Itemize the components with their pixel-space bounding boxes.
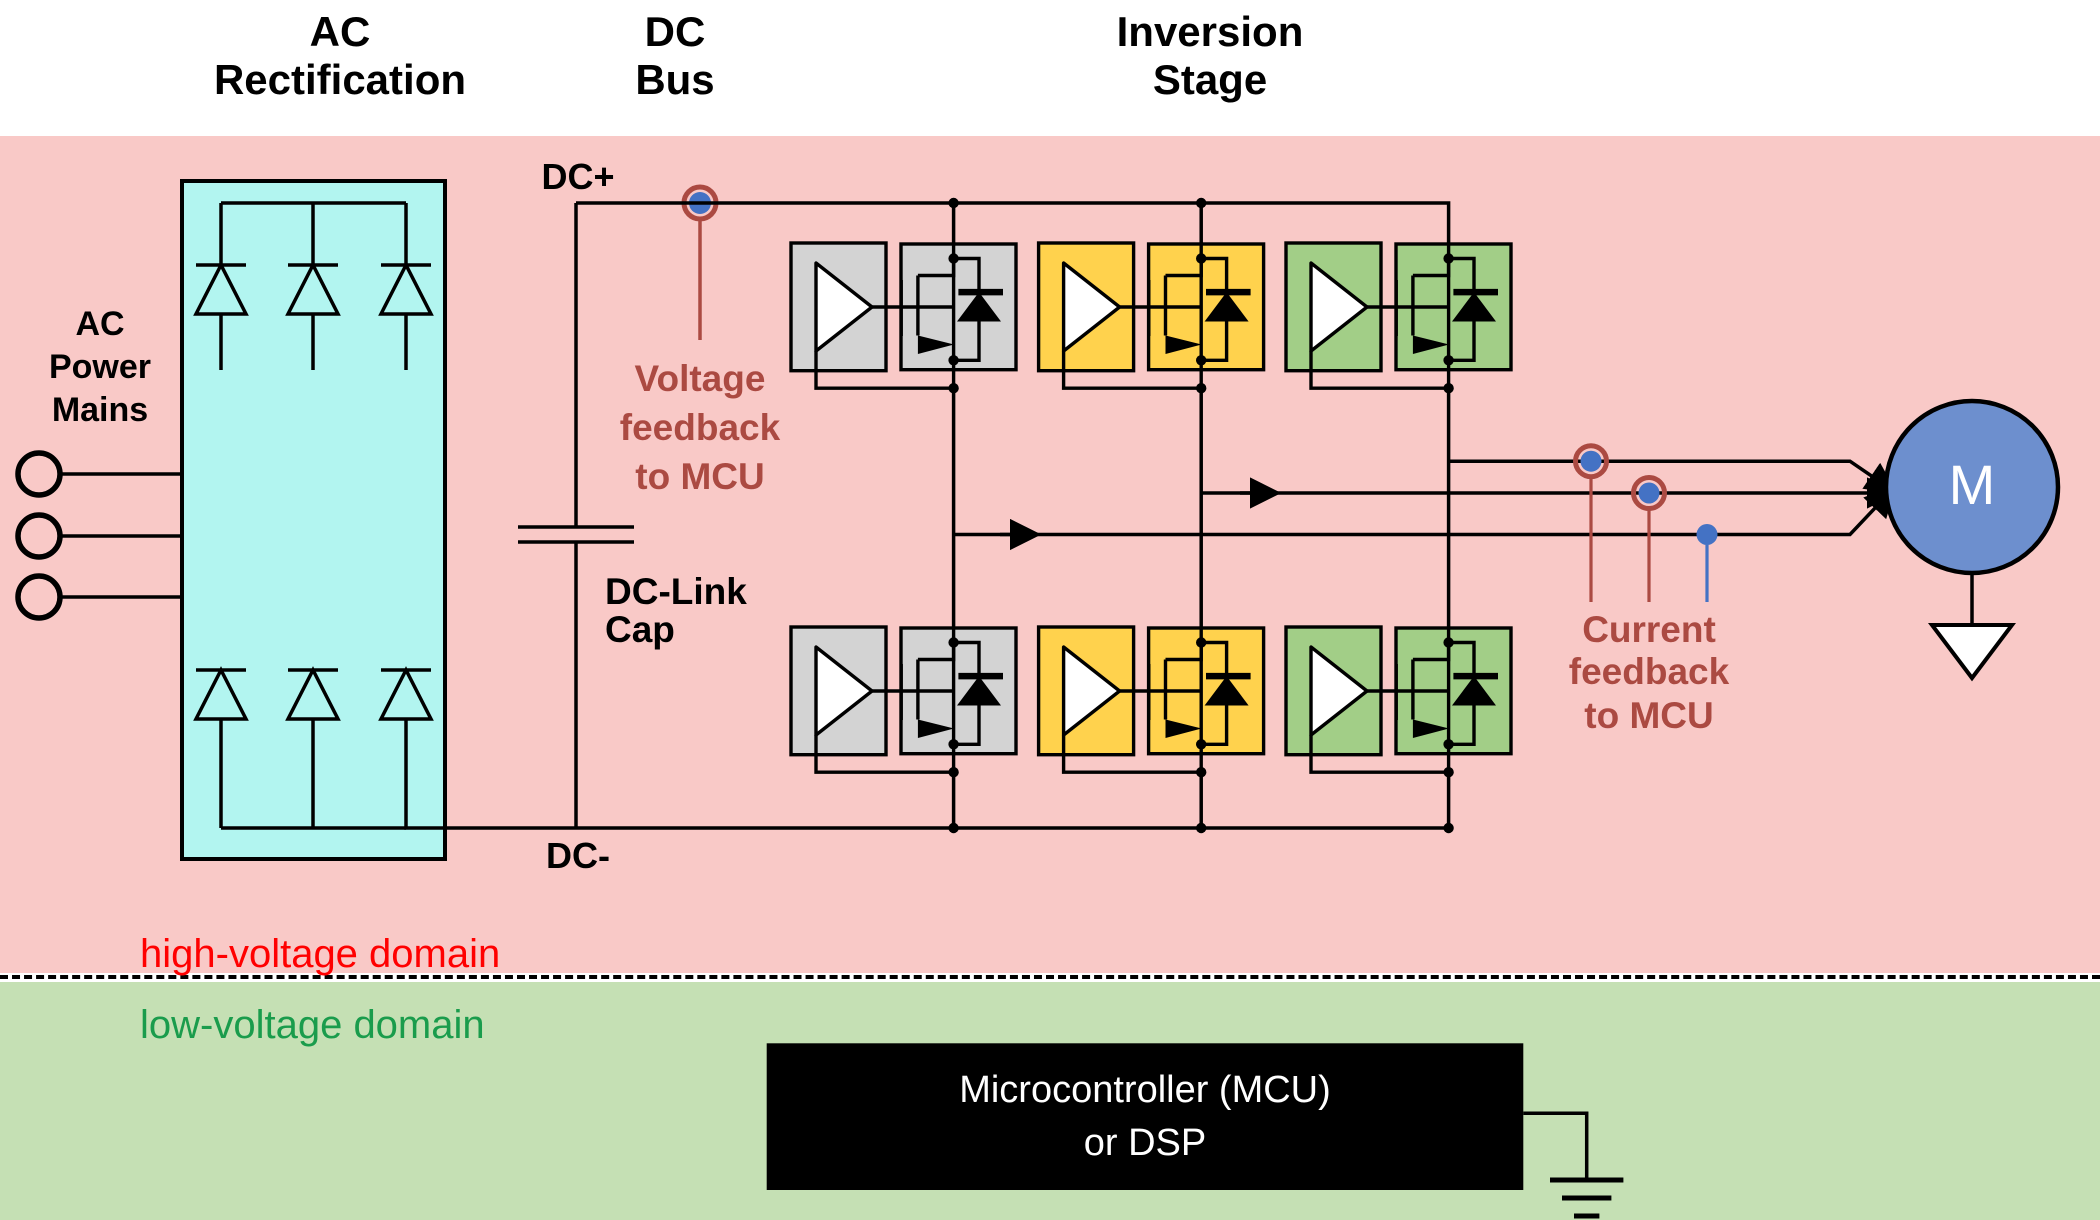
svg-text:to MCU: to MCU (635, 456, 764, 497)
svg-text:M: M (1949, 453, 1996, 516)
svg-text:feedback: feedback (620, 407, 781, 448)
svg-text:Cap: Cap (605, 609, 675, 650)
svg-text:AC: AC (75, 305, 124, 343)
svg-text:DC-: DC- (546, 835, 610, 876)
svg-text:Microcontroller (MCU): Microcontroller (MCU) (959, 1069, 1331, 1111)
svg-text:DC-Link: DC-Link (605, 571, 747, 612)
svg-text:Current: Current (1582, 609, 1716, 650)
svg-text:DC+: DC+ (541, 156, 614, 197)
svg-text:feedback: feedback (1569, 651, 1730, 692)
svg-text:Voltage: Voltage (635, 358, 766, 399)
svg-text:Mains: Mains (52, 391, 148, 429)
svg-text:to MCU: to MCU (1584, 695, 1713, 736)
svg-text:Power: Power (49, 348, 151, 386)
svg-text:or DSP: or DSP (1084, 1122, 1206, 1164)
